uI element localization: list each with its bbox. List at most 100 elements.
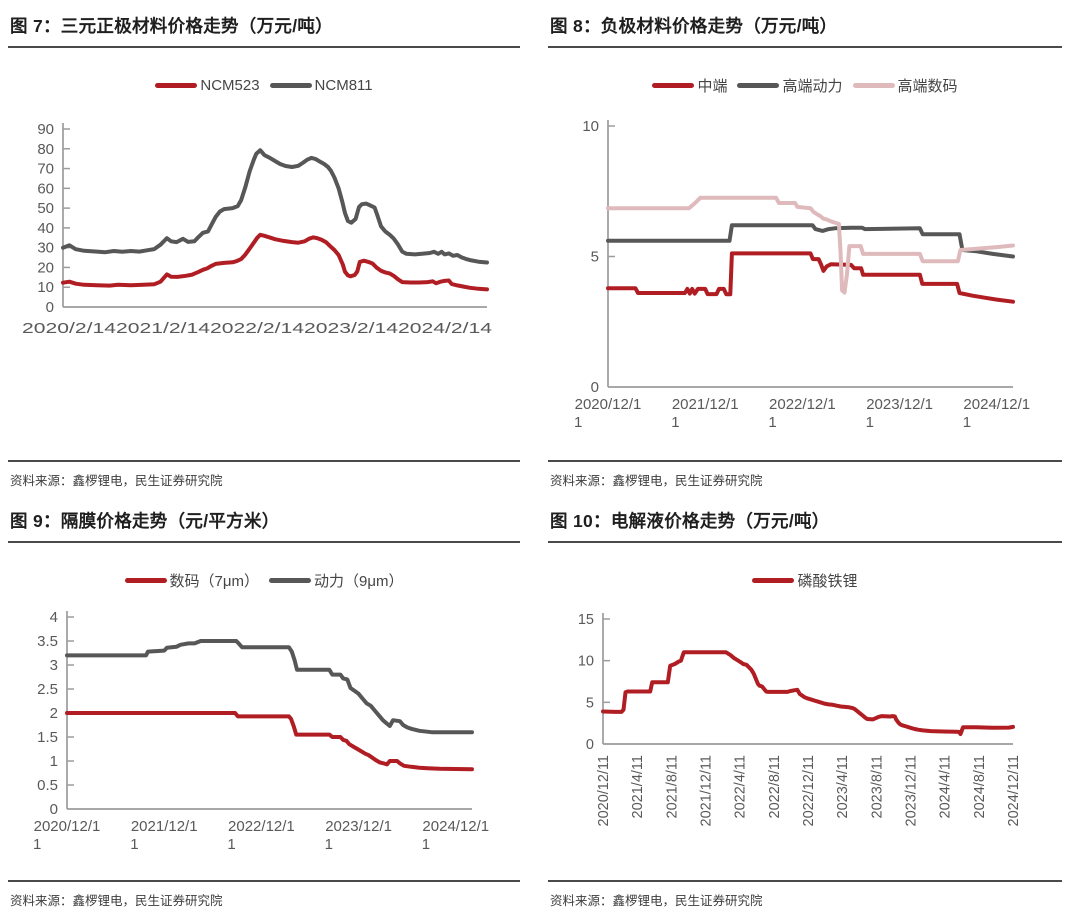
legend-item: 中端 bbox=[652, 75, 727, 96]
legend-item: 高端动力 bbox=[737, 75, 843, 96]
svg-text:0.5: 0.5 bbox=[37, 777, 58, 794]
series-line-磷酸铁锂 bbox=[601, 650, 1015, 736]
series-line-NCM811 bbox=[61, 148, 489, 265]
svg-text:10: 10 bbox=[582, 118, 599, 135]
svg-text:2023/8/11: 2023/8/11 bbox=[869, 755, 885, 818]
svg-text:1: 1 bbox=[325, 836, 333, 853]
line-chart-svg: 0 10 20 30 40 50 60 70 80 90 2020/2/142021/2/14202… bbox=[22, 121, 492, 337]
legend-line-swatch bbox=[155, 82, 198, 88]
svg-text:30: 30 bbox=[37, 240, 54, 257]
figure-panel-10: 图 10：电解液价格走势（万元/吨） 磷酸铁锂 0 5 10 15 2020/12/11… bbox=[548, 505, 1062, 915]
svg-text:1: 1 bbox=[671, 414, 679, 431]
figure-7-chart: 0 10 20 30 40 50 60 70 80 90 2020/2/142021/2/14202… bbox=[8, 110, 520, 344]
svg-text:2023/12/1: 2023/12/1 bbox=[325, 818, 392, 835]
legend-item: 数码（7μm） bbox=[124, 570, 259, 591]
svg-text:2020/12/1: 2020/12/1 bbox=[575, 396, 642, 413]
svg-text:2024/12/11: 2024/12/11 bbox=[1006, 755, 1022, 827]
legend-line-swatch bbox=[652, 82, 695, 88]
legend-label: NCM811 bbox=[314, 76, 373, 94]
svg-text:5: 5 bbox=[586, 695, 594, 711]
figure-7-legend: NCM523 NCM811 bbox=[8, 74, 520, 96]
svg-text:2021/12/1: 2021/12/1 bbox=[131, 818, 198, 835]
svg-text:15: 15 bbox=[578, 612, 594, 628]
svg-text:2021/12/1: 2021/12/1 bbox=[672, 396, 739, 413]
svg-text:1: 1 bbox=[963, 414, 971, 431]
figure-panel-9: 图 9：隔膜价格走势（元/平方米） 数码（7μm） 动力（9μm） 0 0.5 1 1.… bbox=[8, 505, 520, 915]
svg-text:2022/12/1: 2022/12/1 bbox=[228, 818, 295, 835]
svg-text:1: 1 bbox=[422, 836, 430, 853]
legend-label: NCM523 bbox=[200, 76, 260, 94]
svg-text:1: 1 bbox=[574, 414, 582, 431]
line-chart-svg: 0 5 10 15 2020/12/11 2021/4/11 2021/8/11 2021/1… bbox=[578, 612, 1022, 827]
legend-label: 中端 bbox=[697, 77, 728, 95]
svg-text:2023/12/11: 2023/12/11 bbox=[904, 755, 920, 827]
figure-7-title: 图 7：三元正极材料价格走势（万元/吨） bbox=[8, 10, 520, 48]
svg-text:2020/12/1: 2020/12/1 bbox=[34, 818, 101, 835]
figure-9-chart: 0 0.5 1 1.5 2 2.5 3 3.5 4 2020/12/1 1 2021/12/1 1 202… bbox=[8, 605, 520, 862]
line-chart-svg: 00.511.522.533.542020/12/112021/12/11202… bbox=[33, 609, 489, 853]
legend-label: 动力（9μm） bbox=[314, 572, 404, 590]
figure-8-source-note: 资料来源：鑫椤锂电，民生证券研究院 bbox=[548, 460, 1062, 495]
series-line-NCM523 bbox=[61, 232, 489, 292]
svg-text:2024/8/11: 2024/8/11 bbox=[972, 755, 988, 818]
svg-text:2022/4/11: 2022/4/11 bbox=[733, 755, 749, 818]
legend-label: 数码（7μm） bbox=[169, 572, 259, 590]
svg-text:20: 20 bbox=[37, 259, 54, 276]
svg-text:10: 10 bbox=[578, 654, 594, 670]
legend-label: 磷酸铁锂 bbox=[797, 572, 858, 590]
svg-text:2021/4/11: 2021/4/11 bbox=[630, 755, 646, 818]
svg-text:10: 10 bbox=[37, 279, 54, 296]
figure-8-chart: 0 5 10 2020/12/1 1 2021/12/1 1 2022/12/1 1 2023/1… bbox=[548, 110, 1062, 442]
svg-text:2022/12/11: 2022/12/11 bbox=[801, 755, 817, 827]
svg-text:2024/4/11: 2024/4/11 bbox=[938, 755, 954, 818]
svg-text:2021/12/11: 2021/12/11 bbox=[699, 755, 715, 827]
svg-text:4: 4 bbox=[50, 609, 58, 626]
figure-7-source-note: 资料来源：鑫椤锂电，民生证券研究院 bbox=[8, 460, 520, 495]
svg-text:2023/4/11: 2023/4/11 bbox=[835, 755, 851, 818]
figure-9-source-note: 资料来源：鑫椤锂电，民生证券研究院 bbox=[8, 880, 520, 915]
figure-10-title: 图 10：电解液价格走势（万元/吨） bbox=[548, 505, 1062, 543]
figure-8-title: 图 8：负极材料价格走势（万元/吨） bbox=[548, 10, 1062, 48]
svg-text:2: 2 bbox=[50, 705, 58, 722]
figure-10-chart: 0 5 10 15 2020/12/11 2021/4/11 2021/8/11 2021/1… bbox=[548, 605, 1062, 877]
svg-text:50: 50 bbox=[37, 200, 54, 217]
figure-9-title: 图 9：隔膜价格走势（元/平方米） bbox=[8, 505, 520, 543]
svg-text:1: 1 bbox=[768, 414, 776, 431]
legend-label: 高端动力 bbox=[782, 77, 843, 95]
svg-text:2024/12/1: 2024/12/1 bbox=[963, 396, 1030, 413]
svg-text:5: 5 bbox=[591, 249, 599, 266]
figure-10-legend: 磷酸铁锂 bbox=[548, 569, 1062, 591]
svg-text:0: 0 bbox=[586, 737, 594, 753]
figure-9-legend: 数码（7μm） 动力（9μm） bbox=[8, 569, 520, 591]
legend-line-swatch bbox=[852, 82, 895, 88]
svg-text:1: 1 bbox=[33, 836, 41, 853]
figure-panel-8: 图 8：负极材料价格走势（万元/吨） 中端 高端动力 高端数码 0 5 10 2020/1… bbox=[548, 10, 1062, 495]
legend-line-swatch bbox=[737, 82, 780, 88]
figure-8-legend: 中端 高端动力 高端数码 bbox=[548, 74, 1062, 96]
legend-item: NCM811 bbox=[269, 76, 373, 94]
figure-10-source-note: 资料来源：鑫椤锂电，民生证券研究院 bbox=[548, 880, 1062, 915]
figure-panel-7: 图 7：三元正极材料价格走势（万元/吨） NCM523 NCM811 0 10 20 3… bbox=[8, 10, 520, 495]
svg-text:2020/2/142021/2/142022/2/14202: 2020/2/142021/2/142022/2/142023/2/142024… bbox=[22, 320, 492, 337]
legend-item: 动力（9μm） bbox=[269, 570, 403, 591]
svg-text:0: 0 bbox=[50, 801, 58, 818]
svg-text:0: 0 bbox=[591, 379, 599, 396]
svg-text:2.5: 2.5 bbox=[37, 681, 58, 698]
svg-text:1: 1 bbox=[227, 836, 235, 853]
svg-text:1: 1 bbox=[130, 836, 138, 853]
svg-text:2021/8/11: 2021/8/11 bbox=[664, 755, 680, 818]
series-line-中端 bbox=[606, 251, 1015, 304]
legend-item: NCM523 bbox=[155, 76, 260, 94]
svg-text:1: 1 bbox=[50, 753, 58, 770]
svg-text:2023/12/1: 2023/12/1 bbox=[866, 396, 933, 413]
legend-label: 高端数码 bbox=[897, 77, 958, 95]
series-line-高端数码 bbox=[606, 195, 1015, 295]
legend-item: 磷酸铁锂 bbox=[752, 570, 858, 591]
legend-item: 高端数码 bbox=[852, 75, 958, 96]
svg-text:70: 70 bbox=[37, 161, 54, 178]
series-line-数码（7μm） bbox=[65, 711, 474, 772]
svg-text:0: 0 bbox=[46, 299, 54, 316]
svg-text:1.5: 1.5 bbox=[37, 729, 58, 746]
line-chart-svg: 05102020/12/112021/12/112022/12/112023/1… bbox=[574, 118, 1030, 431]
